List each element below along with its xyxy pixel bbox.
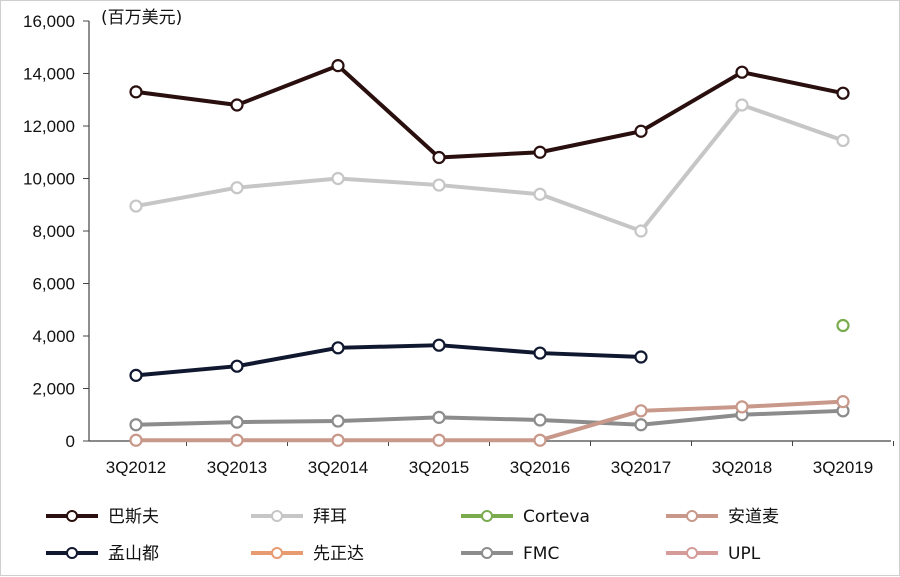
legend-swatch-marker <box>481 547 493 559</box>
data-point <box>836 133 850 148</box>
data-point <box>230 98 244 112</box>
series-巴斯夫 <box>129 59 850 165</box>
legend-label: 拜耳 <box>313 507 347 527</box>
legend-swatch-marker <box>271 547 283 559</box>
data-point <box>533 145 547 159</box>
x-tick-label: 3Q2013 <box>207 458 268 477</box>
series-line <box>135 63 844 160</box>
data-point <box>331 433 345 447</box>
series-layer <box>129 59 850 447</box>
legend-label: 孟山都 <box>108 544 159 564</box>
data-point <box>331 414 345 428</box>
data-point <box>836 86 850 100</box>
y-tick-label: 10,000 <box>23 170 75 189</box>
x-tick-label: 3Q2016 <box>510 458 571 477</box>
data-point <box>432 150 446 165</box>
x-tick-label: 3Q2019 <box>813 458 874 477</box>
series-孟山都 <box>129 338 648 382</box>
legend-swatch-marker <box>271 510 283 522</box>
x-tick-label: 3Q2012 <box>106 458 167 477</box>
y-tick-label: 4,000 <box>32 327 75 346</box>
legend-item: UPL <box>666 544 761 564</box>
data-point <box>836 395 850 409</box>
data-point <box>836 318 850 333</box>
x-tick-label: 3Q2018 <box>712 458 773 477</box>
legend-label: Corteva <box>523 507 590 527</box>
data-point <box>230 359 244 373</box>
data-point <box>230 433 244 447</box>
legend-item: 巴斯夫 <box>46 507 159 527</box>
data-point <box>230 415 244 429</box>
series-line <box>135 103 844 233</box>
x-tick-label: 3Q2014 <box>308 458 369 477</box>
y-tick-label: 12,000 <box>23 117 75 136</box>
legend-label: 巴斯夫 <box>108 507 159 527</box>
legend-label: 先正达 <box>313 544 364 564</box>
data-point <box>331 341 345 355</box>
axes: 0 2,000 4,000 6,000 8,000 10,000 12,000 14,000 1… <box>23 12 894 477</box>
legend-item: 拜耳 <box>251 507 347 527</box>
data-point <box>432 433 446 447</box>
data-point <box>129 85 143 99</box>
data-point <box>634 224 648 238</box>
data-point <box>432 338 446 352</box>
data-point <box>533 413 547 427</box>
series-FMC <box>129 404 850 432</box>
legend-item: 孟山都 <box>46 544 159 564</box>
legend-item: FMC <box>461 544 559 564</box>
unit-label: (百万美元) <box>101 8 182 28</box>
legend-item: 先正达 <box>251 544 364 564</box>
legend-item: Corteva <box>461 507 590 527</box>
data-point <box>129 418 143 432</box>
series-line <box>135 343 642 378</box>
legend-swatch-marker <box>686 547 698 559</box>
series-Corteva <box>836 318 850 333</box>
x-tick-label: 3Q2017 <box>611 458 672 477</box>
y-tick-label: 8,000 <box>32 222 75 241</box>
data-point <box>735 400 749 414</box>
legend-label: FMC <box>523 544 559 564</box>
data-point <box>432 410 446 424</box>
data-point <box>634 124 648 138</box>
legend-label: UPL <box>728 544 761 564</box>
series-安道麦 <box>129 395 850 447</box>
data-point <box>533 433 547 447</box>
y-tick-label: 14,000 <box>23 65 75 84</box>
y-tick-label: 16,000 <box>23 12 75 31</box>
data-point <box>533 346 547 360</box>
data-point <box>129 433 143 447</box>
legend-swatch-marker <box>66 547 78 559</box>
data-point <box>129 368 143 382</box>
data-point <box>634 350 648 364</box>
data-point <box>533 187 547 201</box>
series-拜耳 <box>129 98 850 238</box>
legend-item: 安道麦 <box>666 507 779 527</box>
y-tick-label: 6,000 <box>32 275 75 294</box>
data-point <box>331 59 345 73</box>
legend-swatch-marker <box>481 510 493 522</box>
y-tick-label: 2,000 <box>32 380 75 399</box>
data-point <box>735 65 749 79</box>
data-point <box>634 418 648 432</box>
legend-swatch-marker <box>686 510 698 522</box>
series-line <box>135 408 844 427</box>
data-point <box>735 98 749 112</box>
data-point <box>634 404 648 418</box>
y-tick-label: 0 <box>66 432 75 451</box>
x-tick-label: 3Q2015 <box>409 458 470 477</box>
data-point <box>331 171 345 186</box>
data-point <box>432 178 446 192</box>
data-point <box>230 181 244 195</box>
legend-label: 安道麦 <box>728 507 779 527</box>
legend-swatch-marker <box>66 510 78 522</box>
series-line <box>136 399 844 443</box>
data-point <box>129 199 143 213</box>
